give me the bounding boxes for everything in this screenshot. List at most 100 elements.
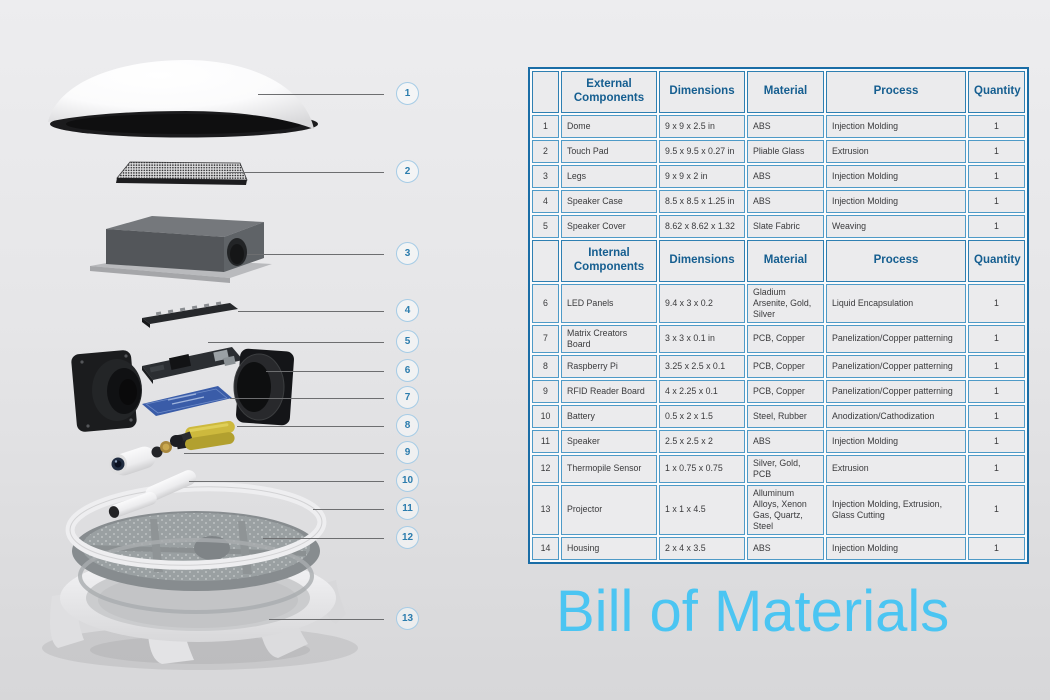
column-header: Process [826, 240, 966, 282]
material-cell: Steel, Rubber [747, 404, 824, 428]
dimensions-cell: 3 x 3 x 0.1 in [659, 324, 745, 353]
component-cell: Projector [561, 484, 657, 535]
quantity-cell: 1 [968, 404, 1025, 428]
component-cell: Housing [561, 536, 657, 560]
process-cell: Panelization/Copper patterning [826, 354, 966, 378]
page-title: Bill of Materials [556, 579, 950, 644]
row-number-cell: 10 [532, 404, 559, 428]
table-row: 14 Housing 2 x 4 x 3.5 ABS Injection Molding… [532, 536, 1025, 560]
dimensions-cell: 8.5 x 8.5 x 1.25 in [659, 190, 745, 213]
callout-number-badge: 13 [396, 607, 419, 630]
leader-line [237, 426, 384, 427]
table-row: 13 Projector 1 x 1 x 4.5 Alluminum Alloys, … [532, 484, 1025, 535]
dimensions-cell: 1 x 1 x 4.5 [659, 484, 745, 535]
dimensions-cell: 3.25 x 2.5 x 0.1 [659, 354, 745, 378]
process-cell: Liquid Encapsulation [826, 284, 966, 323]
dimensions-cell: 4 x 2.25 x 0.1 [659, 379, 745, 403]
touch-pad-part [116, 161, 248, 185]
speaker-case-part [90, 216, 272, 283]
table-row: 10 Battery 0.5 x 2 x 1.5 Steel, Rubber Anodi… [532, 404, 1025, 428]
process-cell: Weaving [826, 215, 966, 238]
quantity-cell: 1 [968, 115, 1025, 138]
table-row: 3 Legs 9 x 9 x 2 in ABS Injection Molding 1 [532, 165, 1025, 188]
bom-table: External Components Dimensions Material Pro… [528, 67, 1029, 564]
column-header: Process [826, 71, 966, 113]
quantity-cell: 1 [968, 379, 1025, 403]
dimensions-cell: 1 x 0.75 x 0.75 [659, 454, 745, 483]
row-number-cell: 1 [532, 115, 559, 138]
column-header: Dimensions [659, 71, 745, 113]
process-cell: Injection Molding [826, 115, 966, 138]
material-cell: PCB, Copper [747, 379, 824, 403]
tray-part [72, 511, 320, 614]
leader-line [208, 342, 384, 343]
table-row: 2 Touch Pad 9.5 x 9.5 x 0.27 in Pliable Gla… [532, 140, 1025, 163]
quantity-cell: 1 [968, 215, 1025, 238]
material-cell: Gladium Arsenite, Gold, Silver [747, 284, 824, 323]
dome-part [48, 60, 318, 138]
material-cell: ABS [747, 165, 824, 188]
callout-number-badge: 2 [396, 160, 419, 183]
leader-line [269, 619, 384, 620]
callout-number-badge: 6 [396, 359, 419, 382]
callout-number-badge: 7 [396, 386, 419, 409]
ring-part [65, 482, 327, 570]
quantity-cell: 1 [968, 324, 1025, 353]
external-components-header-row: External Components Dimensions Material Pro… [532, 71, 1025, 113]
column-header: Material [747, 240, 824, 282]
callout-number-badge: 5 [396, 330, 419, 353]
table-row: 1 Dome 9 x 9 x 2.5 in ABS Injection Molding 1 [532, 115, 1025, 138]
dimensions-cell: 2 x 4 x 3.5 [659, 536, 745, 560]
table-row: 5 Speaker Cover 8.62 x 8.62 x 1.32 Slate Fa… [532, 215, 1025, 238]
projector-part [109, 431, 193, 476]
leader-line [184, 453, 384, 454]
row-number-cell: 11 [532, 429, 559, 453]
quantity-cell: 1 [968, 454, 1025, 483]
material-cell: Pliable Glass [747, 140, 824, 163]
table-row: 6 LED Panels 9.4 x 3 x 0.2 Gladium Arsenite… [532, 284, 1025, 323]
callout-number-badge: 12 [396, 526, 419, 549]
component-cell: RFID Reader Board [561, 379, 657, 403]
component-cell: Speaker [561, 429, 657, 453]
quantity-cell: 1 [968, 165, 1025, 188]
component-cell: Speaker Cover [561, 215, 657, 238]
leader-line [230, 398, 384, 399]
quantity-cell: 1 [968, 354, 1025, 378]
column-header [532, 71, 559, 113]
table-row: 4 Speaker Case 8.5 x 8.5 x 1.25 in ABS Injec… [532, 190, 1025, 213]
process-cell: Injection Molding [826, 429, 966, 453]
leader-line [313, 509, 384, 510]
process-cell: Injection Molding [826, 190, 966, 213]
process-cell: Injection Molding, Extrusion, Glass Cutt… [826, 484, 966, 535]
quantity-cell: 1 [968, 429, 1025, 453]
row-number-cell: 7 [532, 324, 559, 353]
quantity-cell: 1 [968, 484, 1025, 535]
column-header: Material [747, 71, 824, 113]
left-speaker-part [71, 350, 142, 432]
component-cell: Dome [561, 115, 657, 138]
table-row: 9 RFID Reader Board 4 x 2.25 x 0.1 PCB, Cop… [532, 379, 1025, 403]
dimensions-cell: 2.5 x 2.5 x 2 [659, 429, 745, 453]
rfid-card-part [142, 386, 232, 416]
dimensions-cell: 9 x 9 x 2.5 in [659, 115, 745, 138]
callout-number-badge: 1 [396, 82, 419, 105]
process-cell: Extrusion [826, 454, 966, 483]
component-cell: Thermopile Sensor [561, 454, 657, 483]
callout-number-badge: 3 [396, 242, 419, 265]
component-cell: Legs [561, 165, 657, 188]
exploded-view-illustration [42, 60, 358, 670]
internal-components-header-row: Internal Components Dimensions Material Pro… [532, 240, 1025, 282]
process-cell: Extrusion [826, 140, 966, 163]
component-cell: Matrix Creators Board [561, 324, 657, 353]
component-cell: Touch Pad [561, 140, 657, 163]
process-cell: Injection Molding [826, 165, 966, 188]
row-number-cell: 5 [532, 215, 559, 238]
quantity-cell: 1 [968, 536, 1025, 560]
row-number-cell: 6 [532, 284, 559, 323]
quantity-cell: 1 [968, 140, 1025, 163]
row-number-cell: 12 [532, 454, 559, 483]
column-header: Internal Components [561, 240, 657, 282]
process-cell: Anodization/Cathodization [826, 404, 966, 428]
dimensions-cell: 9.4 x 3 x 0.2 [659, 284, 745, 323]
